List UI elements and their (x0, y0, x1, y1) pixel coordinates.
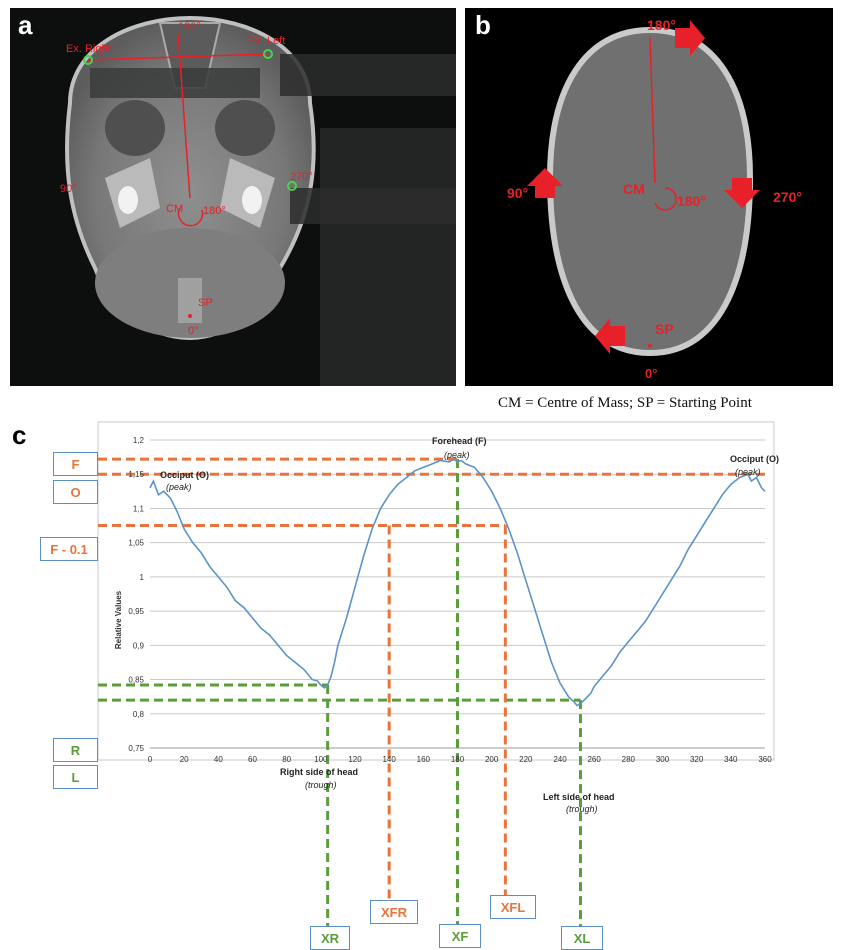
arrow-right-icon (675, 20, 705, 56)
series-line (149, 458, 766, 707)
x-tick-label: 100 (314, 755, 328, 764)
panel-c-letter: c (12, 420, 27, 450)
box-label-xr: XR (310, 926, 350, 950)
a-label-180: 180° (178, 21, 201, 33)
y-tick-label: 0,9 (133, 641, 145, 650)
box-label-r: R (53, 738, 98, 762)
y-tick-label: 1,1 (133, 504, 145, 513)
annotation-forehead-peak: (peak) (444, 450, 470, 460)
b-label-sp: SP (655, 321, 674, 337)
annotation-occiput-left-peak: (peak) (166, 482, 192, 492)
x-tick-label: 40 (214, 755, 223, 764)
b-label-cm-angle: 180° (677, 193, 706, 209)
arrow-up-icon (527, 168, 563, 198)
x-tick-label: 340 (724, 755, 738, 764)
b-label-cm: CM (623, 181, 645, 197)
x-tick-label: 0 (148, 755, 153, 764)
x-tick-label: 200 (485, 755, 499, 764)
reference-lines (98, 457, 765, 926)
arrow-down-icon (724, 178, 760, 208)
a-label-90: 90° (60, 183, 77, 195)
annotation-occiput-right: Occiput (O) (730, 454, 779, 464)
y-axis-label: Relative Values (114, 590, 123, 649)
series-layer (149, 458, 766, 707)
y-tick-label: 1,15 (128, 470, 144, 479)
ct-skull-top-image: 180° 90° 270° CM 180° SP 0° (465, 8, 833, 386)
b-label-90: 90° (507, 185, 528, 201)
annotation-right-side-trough: (trough) (305, 780, 337, 790)
x-tick-label: 260 (587, 755, 601, 764)
x-tick-label: 60 (248, 755, 257, 764)
a-label-cm: CM (166, 203, 183, 215)
x-tick-label: 120 (348, 755, 362, 764)
annotation-occiput-right-peak: (peak) (735, 467, 761, 477)
x-tick-label: 320 (690, 755, 704, 764)
x-tick-label: 20 (180, 755, 189, 764)
ct-skull-base-image: 180° Ex. Right Ex. Left 90° 270° CM 180°… (10, 8, 456, 386)
annotation-left-side-trough: (trough) (566, 804, 598, 814)
abbreviation-caption: CM = Centre of Mass; SP = Starting Point (498, 395, 752, 411)
box-label-xl: XL (561, 926, 603, 950)
panel-a-letter: a (18, 10, 33, 40)
x-tick-label: 180 (451, 755, 465, 764)
a-label-270: 270° (290, 171, 313, 183)
a-label-ex-right: Ex. Right (66, 43, 111, 55)
x-tick-label: 160 (417, 755, 431, 764)
b-label-270: 270° (773, 189, 802, 205)
y-tick-label: 1,2 (133, 436, 145, 445)
x-tick-label: 280 (622, 755, 636, 764)
x-tick-label: 140 (382, 755, 396, 764)
a-label-sp: SP (198, 297, 213, 309)
chart-frame (97, 421, 775, 761)
tick-labels: 0,75 0,8 0,85 0,9 0,95 1 1,05 1,1 1,15 1,2 0 20 40 60… (128, 436, 772, 764)
y-tick-label: 0,75 (128, 744, 144, 753)
x-tick-label: 220 (519, 755, 533, 764)
b-label-0: 0° (645, 366, 657, 381)
box-label-l: L (53, 765, 98, 789)
annotation-occiput-left: Occiput (O) (160, 470, 209, 480)
annotations: Occiput (O) (peak) Forehead (F) (peak) O… (160, 436, 779, 814)
x-tick-label: 240 (553, 755, 567, 764)
a-label-ex-left: Ex. Left (248, 35, 285, 47)
box-label-xf: XF (439, 924, 481, 948)
b-label-180: 180° (647, 17, 676, 33)
box-label-f: F (53, 452, 98, 476)
arrow-left-icon (595, 318, 625, 354)
box-label-f-minus-01: F - 0.1 (40, 537, 98, 561)
y-tick-label: 1,05 (128, 539, 144, 548)
a-label-0: 0° (188, 325, 199, 337)
annotation-left-side: Left side of head (543, 792, 615, 802)
panel-a-ct-image: 180° Ex. Right Ex. Left 90° 270° CM 180°… (10, 8, 456, 386)
y-tick-label: 1 (140, 573, 145, 582)
box-label-xfr: XFR (370, 900, 418, 924)
annotation-right-side: Right side of head (280, 767, 358, 777)
annotation-forehead: Forehead (F) (432, 436, 487, 446)
panel-b-letter: b (475, 10, 491, 40)
y-tick-label: 0,95 (128, 607, 144, 616)
x-tick-label: 300 (656, 755, 670, 764)
y-tick-label: 0,8 (133, 710, 145, 719)
a-label-cm-angle: 180° (203, 205, 226, 217)
x-tick-label: 80 (282, 755, 291, 764)
y-tick-label: 0,85 (128, 676, 144, 685)
panel-b-ct-image: 180° 90° 270° CM 180° SP 0° b (465, 8, 833, 386)
box-label-xfl: XFL (490, 895, 536, 919)
x-tick-label: 360 (758, 755, 772, 764)
box-label-o: O (53, 480, 98, 504)
